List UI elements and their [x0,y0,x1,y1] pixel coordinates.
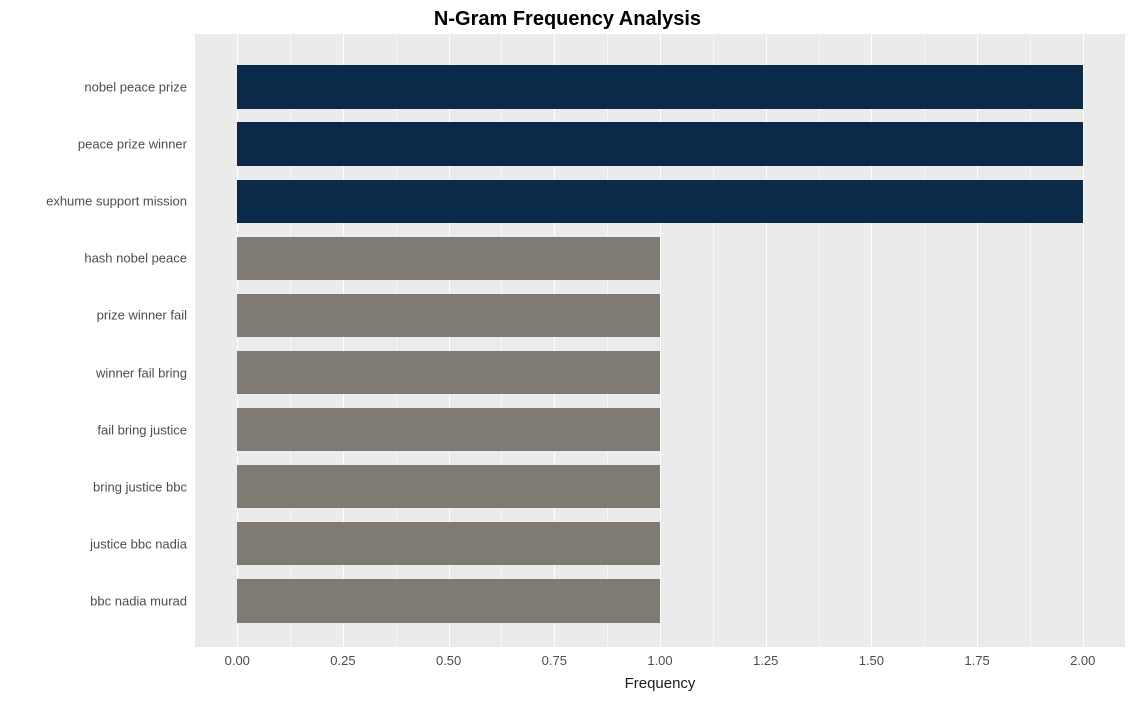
y-tick-label: exhume support mission [46,194,195,209]
x-tick-label: 2.00 [1070,647,1095,668]
bar-row [195,237,1125,280]
bar-row [195,294,1125,337]
x-tick-label: 0.75 [542,647,567,668]
x-tick-label: 1.25 [753,647,778,668]
y-tick-label: peace prize winner [78,137,195,152]
bar [237,237,660,280]
bar [237,408,660,451]
y-tick-label: winner fail bring [96,365,195,380]
y-tick-label: hash nobel peace [84,251,195,266]
bar-row [195,465,1125,508]
x-axis-label: Frequency [195,675,1125,692]
chart-title: N-Gram Frequency Analysis [0,8,1135,31]
bar-row [195,579,1125,622]
bar-row [195,122,1125,165]
bar-row [195,408,1125,451]
bar-row [195,351,1125,394]
x-tick-label: 0.25 [330,647,355,668]
bar [237,122,1082,165]
bar [237,351,660,394]
x-tick-label: 0.50 [436,647,461,668]
bar-row [195,65,1125,108]
y-tick-label: bbc nadia murad [90,593,195,608]
plot-area: nobel peace prizepeace prize winnerexhum… [195,34,1125,647]
bar [237,294,660,337]
bar [237,522,660,565]
x-tick-label: 0.00 [225,647,250,668]
bar-row [195,522,1125,565]
y-tick-label: fail bring justice [97,422,195,437]
bar [237,180,1082,223]
x-tick-label: 1.75 [964,647,989,668]
x-tick-label: 1.50 [859,647,884,668]
y-tick-label: prize winner fail [97,308,195,323]
chart-container: N-Gram Frequency Analysis nobel peace pr… [0,0,1135,701]
bar-row [195,180,1125,223]
y-tick-label: bring justice bbc [93,479,195,494]
y-tick-label: nobel peace prize [84,80,195,95]
bar [237,579,660,622]
bar [237,65,1082,108]
x-tick-label: 1.00 [647,647,672,668]
bar [237,465,660,508]
y-tick-label: justice bbc nadia [90,536,195,551]
